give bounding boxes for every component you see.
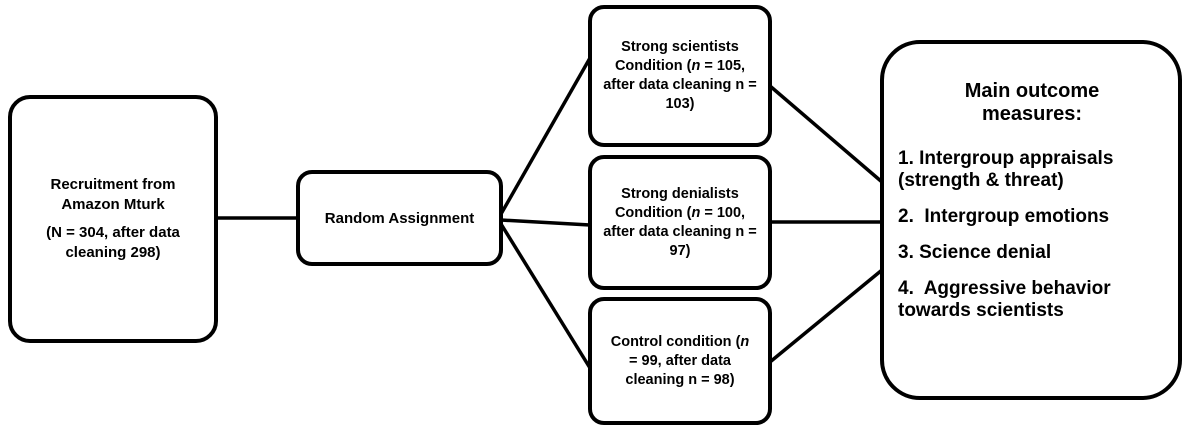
outcome-item: 3. Science denial (898, 242, 1052, 263)
outcomes-box: Main outcome measures: 1. Intergroup app… (880, 40, 1182, 400)
recruitment-title: Recruitment from Amazon Mturk (50, 176, 176, 213)
condition-box: Strong denialists Condition (n = 100, af… (588, 155, 772, 290)
assignment-label: Random Assignment (324, 209, 475, 227)
outcomes-title: Main outcome measures: (964, 80, 1100, 125)
outcome-item: 4. Aggressive behavior towards scientist… (898, 278, 1116, 321)
text: Control condition ( (610, 333, 741, 350)
connector (500, 218, 591, 227)
text: = 100, after data cleaning n = 97) (603, 204, 757, 259)
text: n (691, 58, 701, 74)
text: = 105, after data cleaning n = 103) (603, 58, 757, 112)
text: Strong scientists Condition ( (614, 39, 739, 74)
text: n (740, 333, 750, 350)
connector (499, 223, 592, 369)
condition-box: Strong scientists Condition (n = 105, af… (588, 5, 772, 147)
condition-text: Control condition (n = 99, after data cl… (610, 333, 750, 390)
text: = 99, after data cleaning n = 98) (625, 352, 735, 388)
outcome-item: 1. Intergroup appraisals (strength & thr… (898, 148, 1119, 191)
assignment-box: Random Assignment (296, 170, 503, 266)
text: Strong denialists Condition ( (614, 185, 739, 221)
connector (499, 57, 592, 215)
recruitment-detail: (N = 304, after data cleaning 298) (46, 224, 180, 261)
text: n (691, 204, 701, 221)
outcome-item: 2. Intergroup emotions (898, 206, 1110, 227)
condition-text: Strong scientists Condition (n = 105, af… (600, 38, 760, 114)
connector (768, 268, 884, 364)
recruitment-box: Recruitment from Amazon Mturk (N = 304, … (8, 95, 218, 343)
condition-text: Strong denialists Condition (n = 100, af… (600, 185, 760, 261)
connector (768, 84, 884, 184)
condition-box: Control condition (n = 99, after data cl… (588, 297, 772, 425)
